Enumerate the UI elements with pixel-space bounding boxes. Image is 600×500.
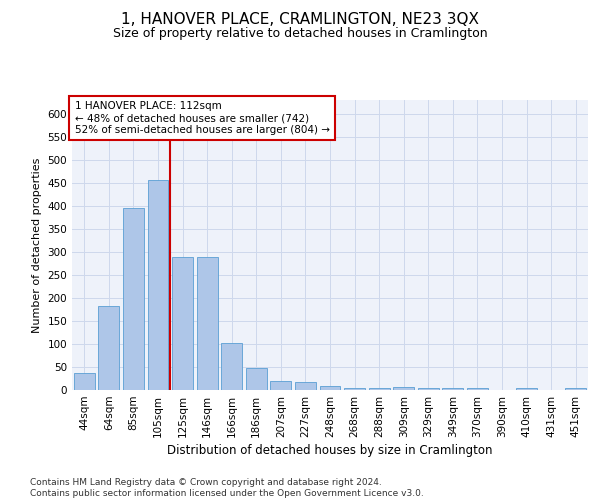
- Bar: [98, 306, 119, 390]
- Bar: [516, 388, 537, 390]
- Bar: [565, 388, 586, 390]
- X-axis label: Distribution of detached houses by size in Cramlington: Distribution of detached houses by size …: [167, 444, 493, 457]
- Bar: [320, 386, 340, 390]
- Bar: [393, 387, 414, 390]
- Text: 1, HANOVER PLACE, CRAMLINGTON, NE23 3QX: 1, HANOVER PLACE, CRAMLINGTON, NE23 3QX: [121, 12, 479, 28]
- Text: 1 HANOVER PLACE: 112sqm
← 48% of detached houses are smaller (742)
52% of semi-d: 1 HANOVER PLACE: 112sqm ← 48% of detache…: [74, 102, 329, 134]
- Text: Contains HM Land Registry data © Crown copyright and database right 2024.
Contai: Contains HM Land Registry data © Crown c…: [30, 478, 424, 498]
- Bar: [246, 368, 267, 390]
- Bar: [123, 208, 144, 390]
- Bar: [197, 256, 218, 390]
- Bar: [467, 388, 488, 390]
- Bar: [74, 374, 95, 390]
- Text: Size of property relative to detached houses in Cramlington: Size of property relative to detached ho…: [113, 28, 487, 40]
- Bar: [442, 388, 463, 390]
- Bar: [221, 343, 242, 390]
- Bar: [368, 388, 389, 390]
- Bar: [295, 382, 316, 390]
- Bar: [418, 388, 439, 390]
- Bar: [148, 180, 169, 390]
- Bar: [172, 258, 193, 390]
- Bar: [271, 381, 292, 390]
- Bar: [344, 388, 365, 390]
- Y-axis label: Number of detached properties: Number of detached properties: [32, 158, 42, 332]
